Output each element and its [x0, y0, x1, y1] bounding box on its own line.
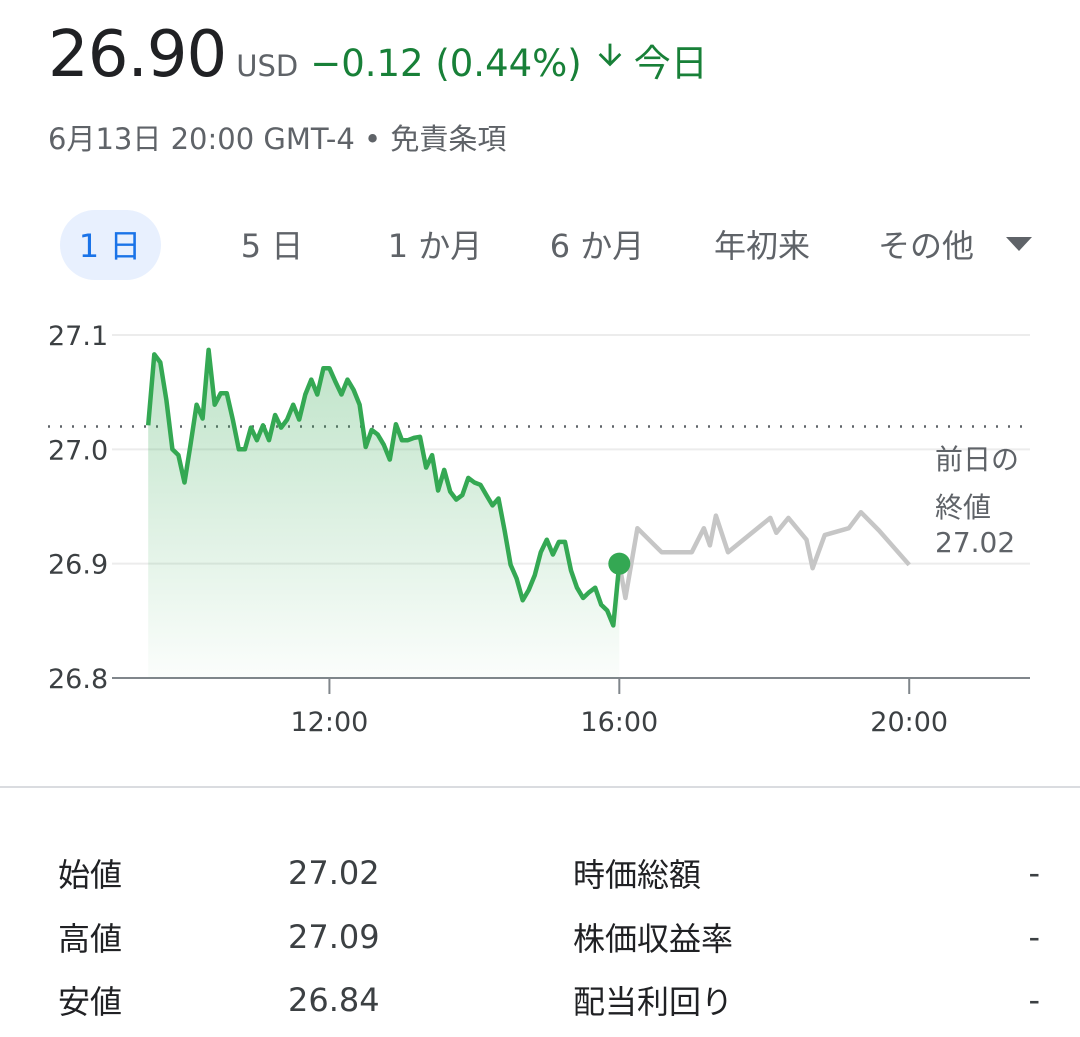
timestamp: 6月13日 20:00 GMT-4 • 免責条項 — [48, 122, 507, 156]
down-arrow-icon — [598, 43, 622, 67]
dropdown-icon[interactable] — [1004, 235, 1034, 253]
range-tab[interactable]: 1 日 — [78, 227, 142, 265]
y-tick-label: 27.1 — [48, 321, 108, 352]
range-tab[interactable]: 6 か月 — [549, 227, 645, 265]
stat-value: 27.02 — [288, 854, 380, 892]
stat-value: - — [1028, 854, 1040, 892]
quote-header: 26.90 USD −0.12 (0.44%) 今日 — [48, 18, 708, 92]
divider — [0, 786, 1080, 788]
range-tab[interactable]: 5 日 — [240, 227, 304, 265]
selected-tab-pill — [60, 210, 161, 280]
stat-value: 26.84 — [288, 981, 380, 1019]
y-tick-label: 26.8 — [48, 664, 108, 695]
stat-label: 配当利回り — [573, 983, 734, 1021]
x-tick-label: 16:00 — [580, 707, 658, 738]
stat-label: 時価総額 — [573, 856, 702, 894]
range-tab[interactable]: その他 — [877, 227, 975, 265]
stat-label: 株価収益率 — [573, 920, 734, 958]
price: 26.90 — [48, 18, 227, 92]
x-tick-label: 12:00 — [291, 707, 369, 738]
stat-value: 27.09 — [288, 918, 380, 956]
stat-value: - — [1028, 981, 1040, 1019]
area — [148, 349, 620, 678]
price-change: −0.12 (0.44%) — [310, 42, 582, 85]
previous-close-value: 27.02 — [935, 526, 1016, 559]
range-tab[interactable]: 年初来 — [713, 227, 811, 265]
range-tab[interactable]: 1 か月 — [387, 227, 483, 265]
y-tick-label: 26.9 — [48, 550, 108, 581]
last-point-marker — [608, 552, 631, 575]
period-label: 今日 — [633, 42, 708, 85]
previous-close-label: 前日の終値 — [935, 443, 1020, 524]
stat-label: 安値 — [58, 983, 123, 1021]
stat-value: - — [1028, 918, 1040, 956]
currency: USD — [236, 49, 299, 83]
chart: 26.8 26.9 27.0 27.1 12:00 16:00 20:00 — [48, 321, 1030, 738]
price-line — [145, 347, 622, 628]
price-line — [617, 509, 911, 601]
stat-label: 高値 — [58, 920, 123, 958]
x-tick-label: 20:00 — [870, 707, 948, 738]
y-tick-label: 27.0 — [48, 435, 108, 466]
stat-label: 始値 — [58, 856, 123, 894]
